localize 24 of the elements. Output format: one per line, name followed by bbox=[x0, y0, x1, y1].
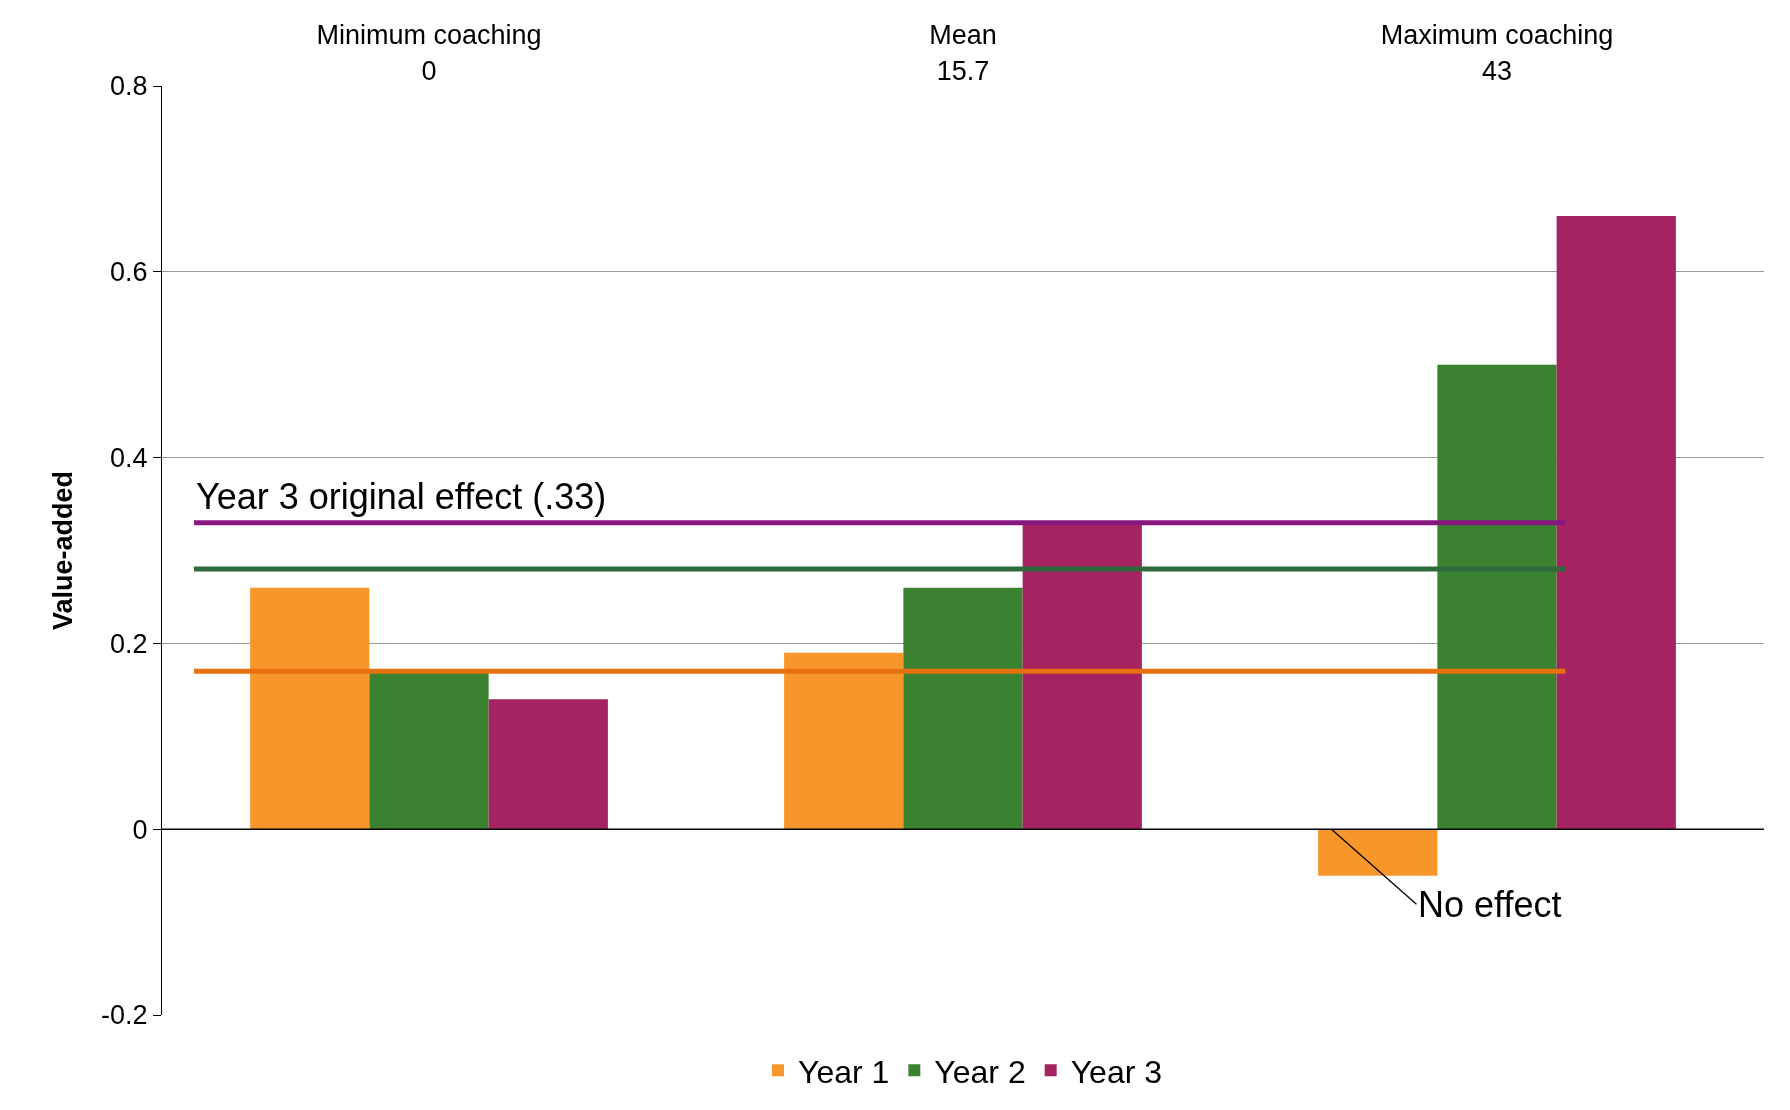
bar bbox=[250, 587, 370, 830]
y-tick-label: -0.2 bbox=[100, 1000, 148, 1031]
bar bbox=[488, 699, 608, 830]
y-tick-label: 0.2 bbox=[109, 628, 148, 659]
bar bbox=[1556, 216, 1676, 830]
legend-label: Year 1 bbox=[798, 1053, 890, 1090]
bar bbox=[1437, 364, 1557, 830]
x-tick-label: Minimum coaching 0 bbox=[316, 20, 542, 86]
y-tick-label: 0.8 bbox=[109, 71, 148, 102]
x-tick-label: Mean 15.7 bbox=[929, 20, 997, 86]
ref-line-label: Year 3 original effect (.33) bbox=[196, 476, 607, 517]
bar bbox=[903, 587, 1023, 830]
x-tick-label: Maximum coaching 43 bbox=[1380, 20, 1614, 86]
bar bbox=[784, 652, 904, 830]
y-tick-label: 0 bbox=[132, 814, 148, 845]
y-tick-label: 0.4 bbox=[109, 443, 148, 474]
ref-line-label: No effect bbox=[1418, 884, 1562, 925]
y-tick-label: 0.6 bbox=[109, 257, 148, 288]
legend-label: Year 3 bbox=[1070, 1053, 1163, 1090]
bar bbox=[1318, 829, 1438, 876]
bar bbox=[369, 671, 489, 830]
bar bbox=[1022, 522, 1142, 830]
y-axis-title: Value-added bbox=[47, 470, 78, 631]
legend-label: Year 2 bbox=[934, 1053, 1026, 1090]
